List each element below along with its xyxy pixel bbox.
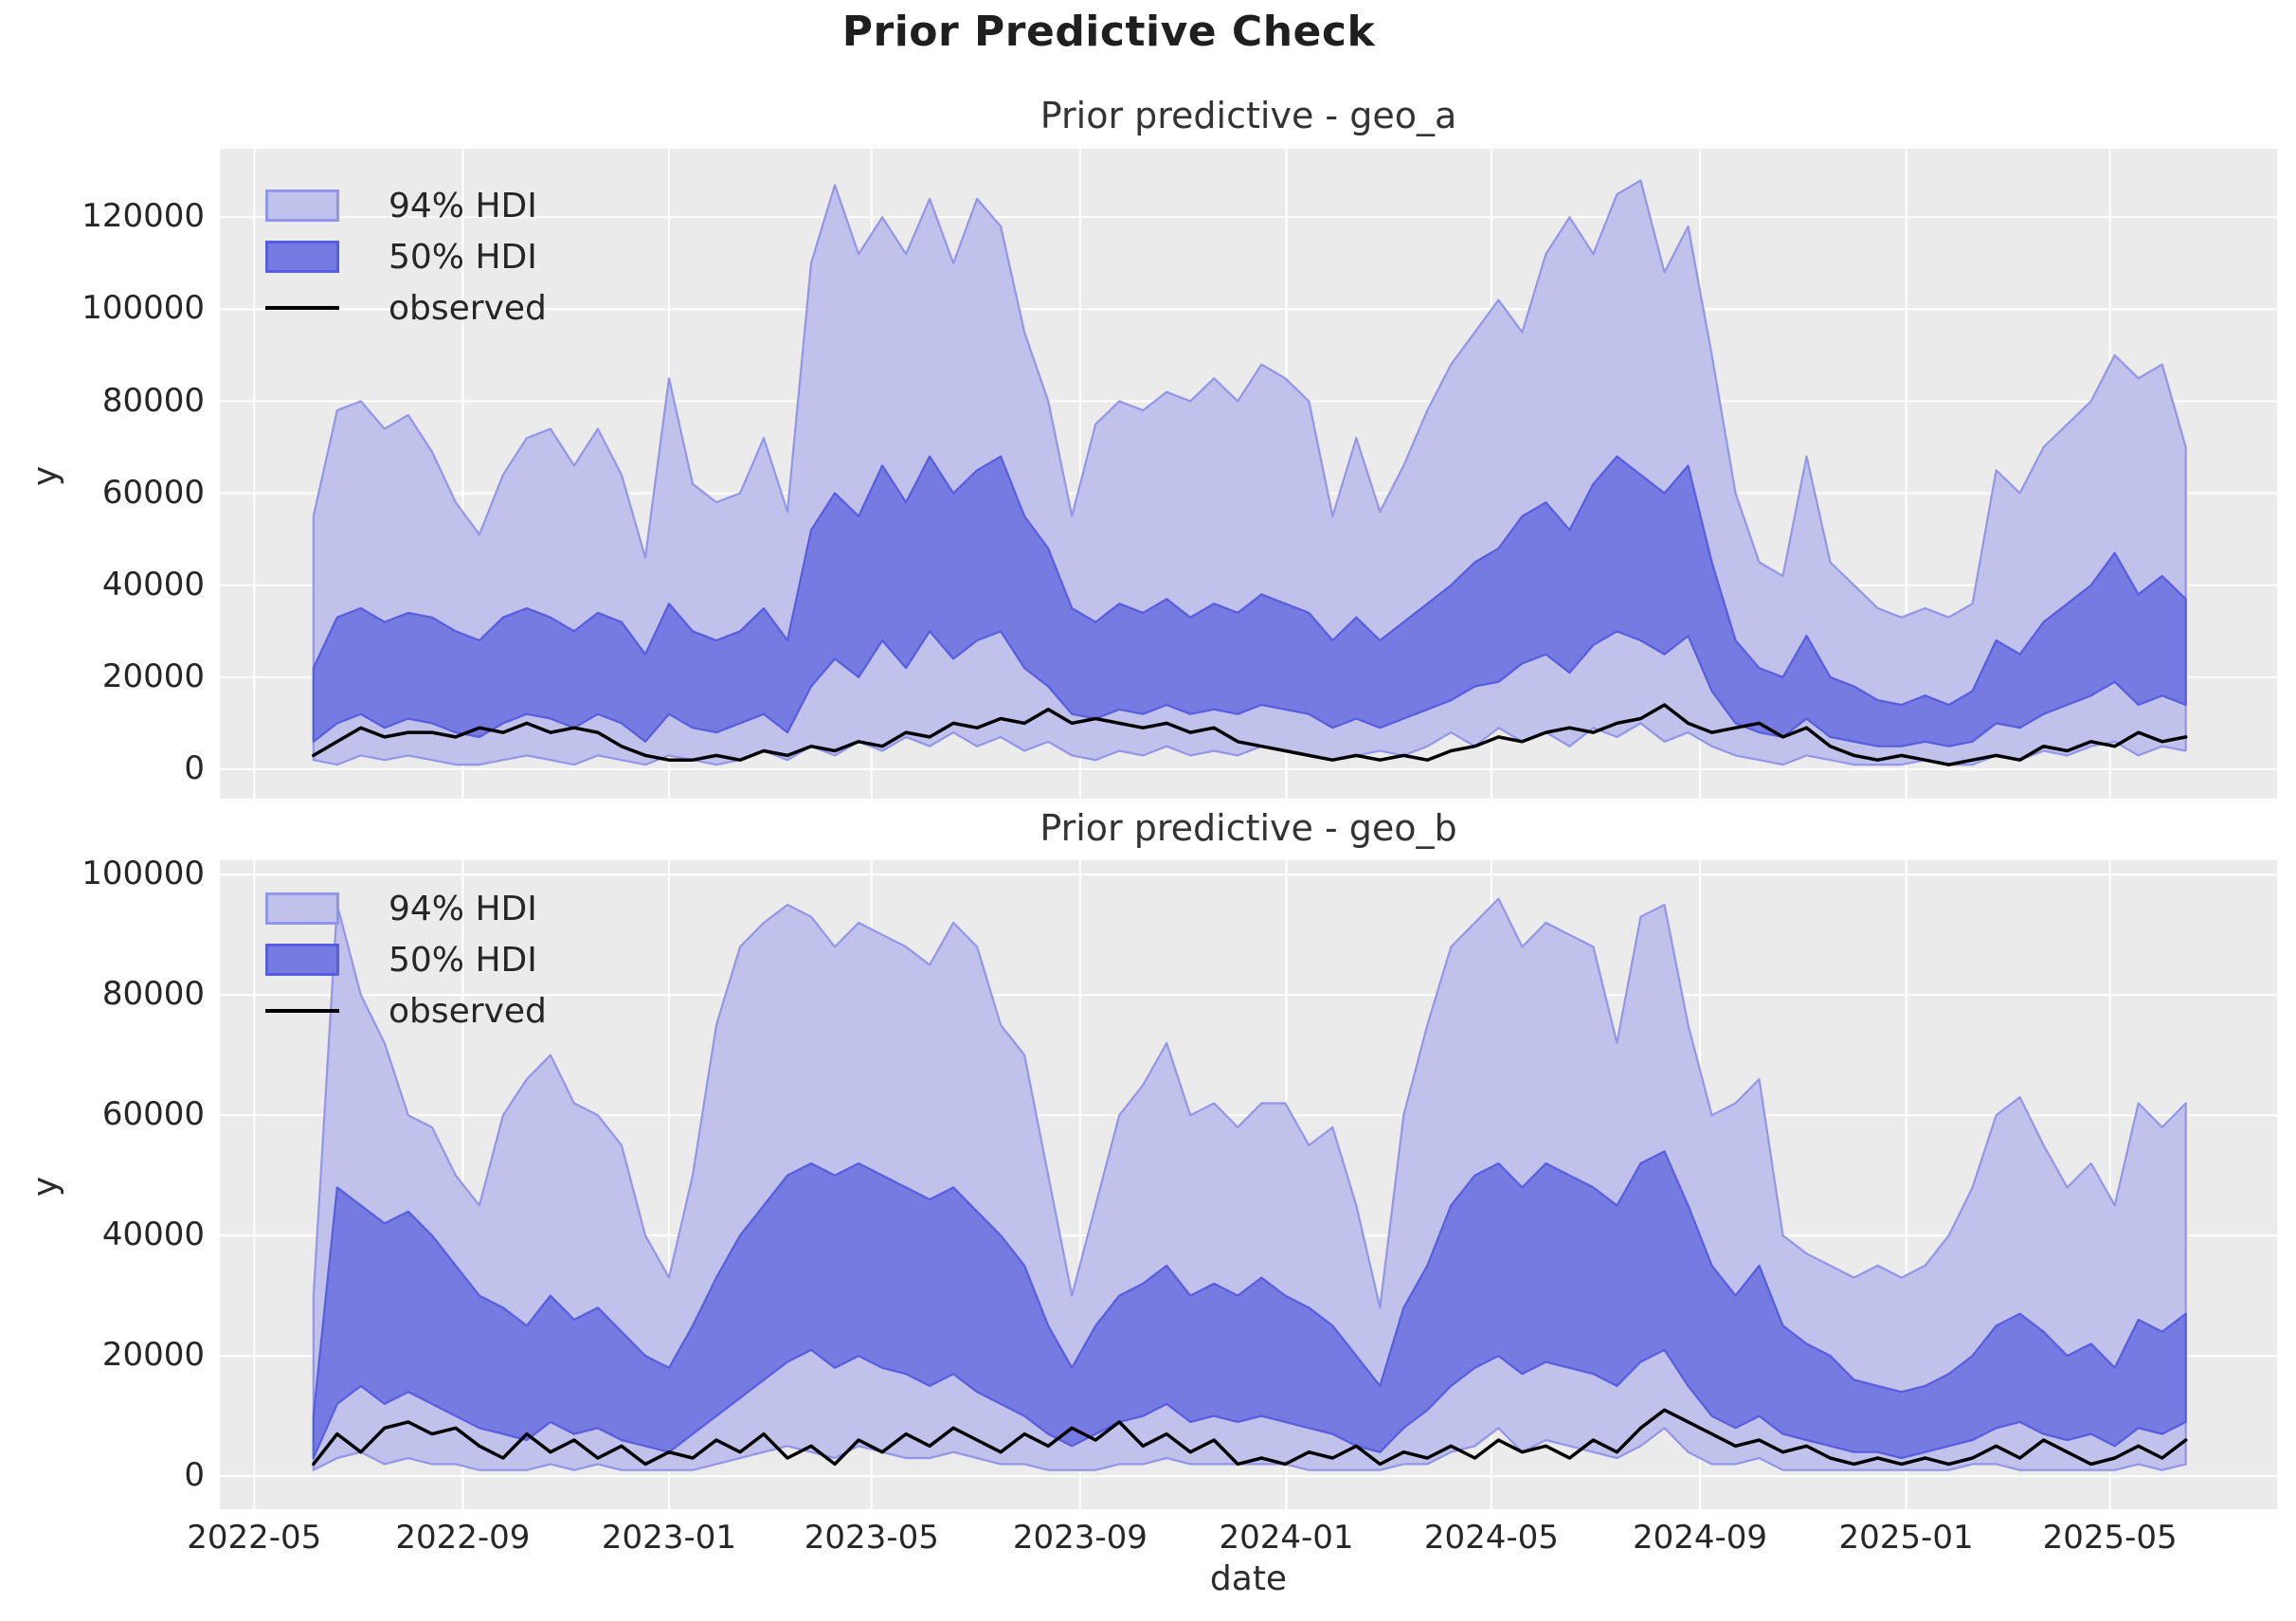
y-tick-label: 60000 (101, 1095, 205, 1134)
hdi94-swatch (265, 189, 339, 222)
y-tick-label: 80000 (101, 975, 205, 1014)
y-tick-label: 120000 (81, 197, 205, 236)
legend-item-observed: observed (265, 282, 663, 333)
x-tick-label: 2024-09 (1632, 1519, 1767, 1557)
y-tick-label: 60000 (101, 473, 205, 512)
x-axis-label: date (1209, 1559, 1288, 1598)
y-tick-label: 100000 (81, 855, 205, 893)
legend-label-hdi50: 50% HDI (389, 237, 537, 277)
y-axis-label-geo-b: y (26, 1176, 65, 1198)
legend-item-observed: observed (265, 985, 663, 1036)
observed-line-swatch (265, 306, 339, 310)
y-tick-label: 20000 (101, 657, 205, 695)
y-tick-label: 0 (184, 1456, 205, 1495)
legend-item-hdi94: 94% HDI (265, 883, 663, 934)
x-tick-label: 2024-01 (1219, 1519, 1354, 1557)
legend-label-hdi50: 50% HDI (389, 940, 537, 980)
y-tick-label: 20000 (101, 1336, 205, 1375)
x-tick-label: 2022-05 (187, 1519, 322, 1557)
x-tick-label: 2024-05 (1423, 1519, 1559, 1557)
y-tick-label: 100000 (81, 289, 205, 328)
x-tick-label: 2022-09 (395, 1519, 531, 1557)
x-tick-label: 2023-09 (1012, 1519, 1148, 1557)
chart-canvas-geo-b (220, 860, 2277, 1509)
legend-geo-b: 94% HDI 50% HDI observed (265, 883, 663, 1036)
y-tick-label: 0 (184, 748, 205, 787)
x-tick-label: 2023-01 (601, 1519, 736, 1557)
legend-label-hdi94: 94% HDI (389, 889, 537, 928)
x-tick-label: 2025-01 (1838, 1519, 1974, 1557)
legend-item-hdi94: 94% HDI (265, 180, 663, 231)
panel-title-geo-b: Prior predictive - geo_b (1040, 807, 1457, 849)
chart-canvas-geo-a (220, 149, 2277, 799)
x-tick-label: 2023-05 (804, 1519, 939, 1557)
hdi50-swatch (265, 944, 339, 976)
legend-geo-a: 94% HDI 50% HDI observed (265, 180, 663, 333)
panel-title-geo-a: Prior predictive - geo_a (1040, 95, 1457, 136)
figure-title: Prior Predictive Check (841, 8, 1376, 56)
legend-label-hdi94: 94% HDI (389, 186, 537, 225)
legend-label-observed: observed (389, 288, 547, 328)
legend-item-hdi50: 50% HDI (265, 231, 663, 282)
hdi50-swatch (265, 241, 339, 273)
legend-item-hdi50: 50% HDI (265, 934, 663, 985)
y-tick-label: 80000 (101, 381, 205, 420)
legend-label-observed: observed (389, 991, 547, 1031)
y-tick-label: 40000 (101, 1216, 205, 1254)
x-tick-label: 2025-05 (2042, 1519, 2178, 1557)
y-tick-label: 40000 (101, 565, 205, 603)
hdi94-swatch (265, 892, 339, 925)
observed-line-swatch (265, 1009, 339, 1013)
